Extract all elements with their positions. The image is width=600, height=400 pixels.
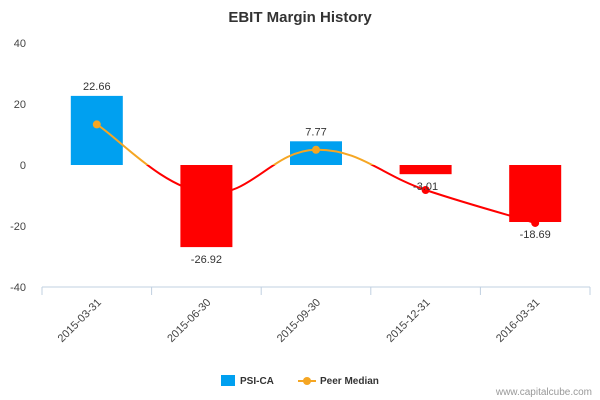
bar-2016-03-31[interactable] — [509, 165, 562, 223]
y-tick-label: 40 — [14, 38, 26, 50]
y-tick-label: -40 — [10, 282, 26, 294]
peer-median-line-negative — [145, 165, 536, 224]
legend-swatch-psi-ca — [221, 375, 235, 386]
legend-label-peer-median[interactable]: Peer Median — [320, 376, 379, 387]
peer-median-point-2015-09-30[interactable] — [312, 145, 320, 154]
data-labels: 22.66 -26.92 7.77 -3.01 -18.69 — [83, 81, 551, 266]
y-tick-label: -20 — [10, 221, 26, 233]
peer-median-point-2015-12-31[interactable] — [421, 186, 430, 195]
x-tick-label: 2015-12-31 — [384, 297, 432, 345]
x-tick-label: 2015-09-30 — [275, 297, 323, 345]
bar-2015-03-31[interactable] — [70, 95, 123, 165]
legend-marker-peer-median — [303, 377, 311, 385]
peer-median-line-positive — [96, 123, 375, 165]
x-tick-label: 2015-06-30 — [165, 297, 213, 345]
bar-2015-06-30[interactable] — [180, 165, 233, 248]
peer-median-point-2015-03-31[interactable] — [92, 120, 101, 129]
x-tick-label: 2016-03-31 — [494, 297, 542, 345]
legend[interactable]: PSI-CA Peer Median — [221, 375, 379, 387]
chart-title: EBIT Margin History — [228, 9, 372, 26]
data-label: -26.92 — [191, 254, 222, 266]
peer-median-series — [92, 120, 540, 227]
peer-median-point-2016-03-31[interactable] — [531, 218, 540, 227]
y-tick-label: 20 — [14, 99, 26, 111]
x-axis: 2015-03-31 2015-06-30 2015-09-30 2015-12-31… — [41, 286, 591, 345]
data-label: 22.66 — [83, 81, 111, 93]
credit-text[interactable]: www.capitalcube.com — [495, 387, 592, 398]
bar-2015-12-31[interactable] — [399, 165, 452, 175]
data-label: -3.01 — [413, 181, 438, 193]
y-axis: -40 -20 0 20 40 — [10, 38, 26, 294]
y-tick-label: 0 — [20, 160, 26, 172]
x-tick-label: 2015-03-31 — [56, 297, 104, 345]
peer-median-point-2015-06-30[interactable] — [202, 189, 211, 198]
data-label: 7.77 — [305, 126, 326, 138]
bar-series — [70, 95, 562, 248]
legend-label-psi-ca[interactable]: PSI-CA — [240, 376, 274, 387]
data-label: -18.69 — [520, 229, 551, 241]
